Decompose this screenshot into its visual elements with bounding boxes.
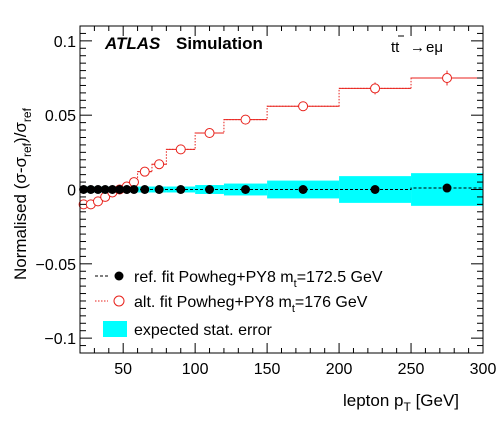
y-tick-label: −0.1 — [44, 331, 76, 348]
y-tick-label: −0.05 — [36, 257, 77, 274]
x-tick-label: 250 — [398, 361, 425, 378]
alt-marker — [442, 73, 453, 84]
x-tick-label: 200 — [326, 361, 353, 378]
series-layer — [78, 70, 483, 210]
alt-marker — [154, 159, 165, 170]
alt-point — [267, 101, 340, 112]
alt-point — [166, 144, 196, 155]
legend-alt-name: alt. fit Powheg+PY8 m — [134, 294, 292, 311]
legend-alt-sub: t — [292, 303, 295, 315]
alt-marker — [175, 144, 186, 155]
y-axis-label: Normalised (σ-σref)/σref — [11, 107, 34, 280]
alt-point — [100, 191, 111, 202]
legend-ref-label: ref. fit Powheg+PY8 mt=172.5 GeV — [134, 269, 383, 290]
alt-step-line — [80, 77, 483, 205]
alt-point — [411, 70, 483, 86]
x-tick-label: 150 — [254, 361, 281, 378]
ylabel-sub1: ref — [20, 142, 34, 157]
process-arrow: → — [410, 39, 425, 56]
alt-point — [223, 114, 268, 125]
legend-ref-name: ref. fit Powheg+PY8 m — [134, 269, 294, 286]
alt-point — [92, 196, 103, 207]
legend-alt-marker — [113, 295, 125, 307]
alt-point — [151, 159, 167, 170]
alt-point — [339, 82, 412, 95]
ylabel-mid: )/σ — [11, 122, 30, 143]
y-tick-label: 0 — [67, 183, 76, 200]
ref-marker — [176, 185, 186, 194]
alt-marker — [92, 196, 103, 207]
svg-text:Normalised (σ-σref)/σref: Normalised (σ-σref)/σref — [11, 107, 34, 280]
ref-marker — [140, 185, 150, 194]
process-label: tt → eμ — [391, 35, 443, 56]
legend-stat-swatch — [103, 321, 127, 337]
alt-marker — [204, 128, 215, 139]
ref-marker — [370, 185, 380, 194]
xlabel-unit: [GeV] — [411, 391, 459, 410]
y-tick-label: 0.05 — [45, 108, 76, 125]
legend-stat-label: expected stat. error — [134, 322, 273, 339]
tick-layer: 50 100 150 200 250 300 −0.1 −0.05 0 0.05 0.1 — [36, 25, 497, 378]
ref-marker — [241, 185, 251, 194]
ref-marker — [442, 183, 452, 193]
legend-alt-tail: =176 GeV — [295, 294, 368, 311]
alt-point — [128, 177, 139, 188]
atlas-label: ATLAS — [104, 34, 161, 53]
x-axis-label: lepton pT [GeV] — [343, 391, 459, 414]
ref-marker — [107, 185, 117, 194]
ref-marker — [115, 185, 125, 194]
legend-ref-marker — [114, 271, 124, 281]
y-tick-label: 0.1 — [54, 34, 76, 51]
ref-marker — [129, 185, 139, 194]
alt-point — [195, 128, 224, 139]
xlabel-main: lepton p — [343, 391, 404, 410]
ref-marker — [122, 185, 132, 194]
ref-marker — [93, 185, 103, 194]
legend: ref. fit Powheg+PY8 mt=172.5 GeV alt. fi… — [95, 269, 383, 339]
alt-marker — [139, 166, 150, 177]
alt-marker — [370, 83, 381, 94]
alt-marker — [298, 101, 309, 112]
ref-marker — [298, 185, 308, 194]
x-tick-label: 300 — [470, 361, 497, 378]
xlabel-sub: T — [404, 400, 412, 414]
x-tick-label: 50 — [114, 361, 132, 378]
ref-marker — [154, 185, 164, 194]
ref-marker — [205, 185, 215, 194]
legend-alt-label: alt. fit Powheg+PY8 mt=176 GeV — [134, 294, 368, 315]
alt-point — [137, 166, 152, 177]
x-tick-label: 100 — [182, 361, 209, 378]
simulation-label: Simulation — [176, 34, 263, 53]
alt-marker — [240, 114, 251, 125]
legend-ref-tail: =172.5 GeV — [297, 269, 383, 286]
process-final: eμ — [426, 39, 443, 56]
legend-ref-sub: t — [294, 278, 297, 290]
ylabel-sub2: ref — [20, 107, 34, 122]
process-main: tt — [391, 39, 400, 56]
ylabel-main: Normalised (σ-σ — [11, 156, 30, 280]
ref-marker — [100, 185, 110, 194]
